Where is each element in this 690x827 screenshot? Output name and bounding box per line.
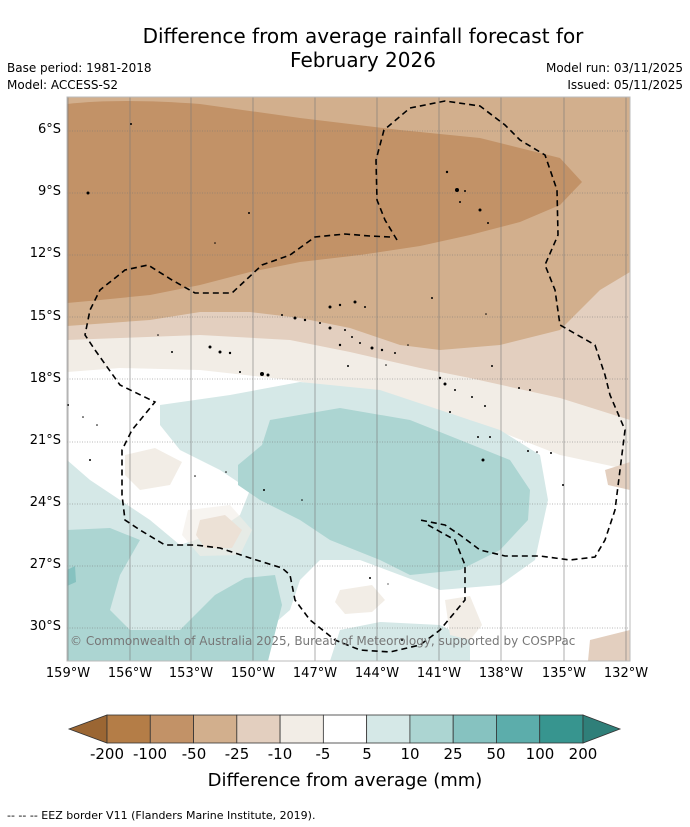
colorbar-bin [236,714,281,744]
colorbar-bin [322,714,368,744]
lon-label-156w: 156°W [107,666,153,681]
lon-label-141w: 141°W [416,666,462,681]
base-period: Base period: 1981-2018 [7,61,152,75]
lon-label-138w: 138°W [478,666,524,681]
issued-date: Issued: 05/11/2025 [567,78,683,92]
colorbar-label: -25 [224,745,250,763]
lon-label-132w: 132°W [603,666,649,681]
title-line-1: Difference from average rainfall forecas… [142,24,584,48]
band-plus-25-southwest [67,528,282,661]
lon-label-150w: 150°W [230,666,276,681]
colorbar-bin [279,714,324,744]
colorbar-label: -100 [132,745,168,763]
islands [67,123,564,641]
colorbar-bin [539,714,584,744]
eez-border [84,100,626,653]
colorbar-over-arrow [582,714,622,744]
lon-label-159w: 159°W [45,666,91,681]
colorbar-bin [366,714,411,744]
lon-label-153w: 153°W [168,666,214,681]
colorbar-label: 10 [400,745,420,763]
colorbar-bin [193,714,238,744]
lat-label-9s: 9°S [37,184,61,199]
lat-label-30s: 30°S [29,619,61,634]
lat-label-15s: 15°S [29,309,61,324]
eez-legend-note: -- -- -- EEZ border V11 (Flanders Marine… [7,809,316,822]
band-minus-10-patch-d [445,596,482,640]
band-plus-10-south [330,622,470,661]
copyright-notice: © Commonwealth of Australia 2025, Bureau… [70,634,576,648]
colorbar-bin [452,714,497,744]
lat-label-27s: 27°S [29,557,61,572]
title-line-2: February 2026 [290,48,436,72]
band-minus-10-patch-a [125,448,182,490]
colorbar-label: 5 [362,745,372,763]
anomaly-field [67,97,630,661]
colorbar-under-arrow [67,714,108,744]
band-minus-25-patch-b [605,462,630,490]
band-minus-10-patch-c [335,585,385,614]
band-minus-25-patch-c [588,630,630,661]
colorbar-label: 200 [568,745,598,763]
colorbar-label: -5 [315,745,331,763]
lat-label-12s: 12°S [29,246,61,261]
run-info: Model run: 03/11/2025 Issued: 05/11/2025 [546,60,683,94]
band-plus-50-patch [67,566,76,586]
band-plus-25 [238,408,530,575]
colorbar-title: Difference from average (mm) [207,770,483,791]
model-run-date: Model run: 03/11/2025 [545,61,683,75]
colorbar-bin [149,714,194,744]
map-frame [66,96,631,662]
lat-label-21s: 21°S [29,433,61,448]
colorbar-bin [496,714,541,744]
colorbar-label: -50 [181,745,207,763]
colorbar-bins [106,714,584,744]
model-name: Model: ACCESS-S2 [7,78,119,92]
lat-label-18s: 18°S [29,371,61,386]
band-minus-10-patch-b [182,505,252,556]
colorbar-label: 50 [486,745,506,763]
band-minus-100 [67,101,582,303]
lon-label-135w: 135°W [541,666,587,681]
lat-label-24s: 24°S [29,495,61,510]
colorbar-label: 25 [443,745,463,763]
lon-label-144w: 144°W [354,666,400,681]
colorbar-label: -200 [89,745,125,763]
map-title: Difference from average rainfall forecas… [0,24,690,72]
colorbar-bin [106,714,151,744]
lon-label-147w: 147°W [292,666,338,681]
colorbar-label: 100 [525,745,555,763]
colorbar [67,714,622,744]
colorbar-bin [409,714,454,744]
lat-label-6s: 6°S [37,122,61,137]
colorbar-label: -10 [267,745,293,763]
model-info: Base period: 1981-2018 Model: ACCESS-S2 [7,60,152,94]
